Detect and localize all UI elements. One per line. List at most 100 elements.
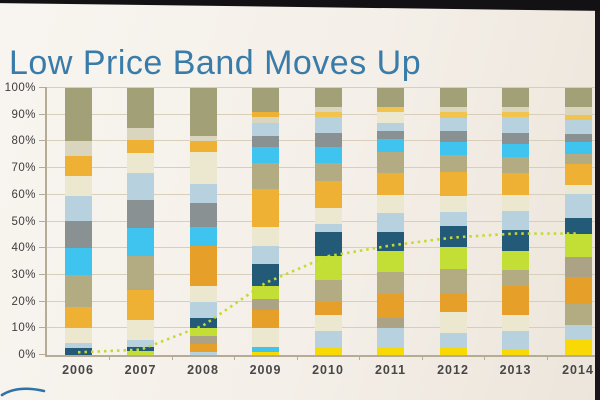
- bar-segment-yellowband: [564, 114, 592, 121]
- x-axis-tick: [296, 356, 298, 360]
- bar-segment-orange: [252, 309, 279, 329]
- bar-segment-graytan: [377, 317, 404, 329]
- bar-segment-paleblue: [564, 120, 592, 134]
- bar-segment-khaki: [127, 128, 154, 141]
- bar-segment-navy: [127, 347, 154, 351]
- y-axis-tick: [39, 167, 47, 169]
- bar-segment-gray: [564, 133, 592, 142]
- bar-segment-cream: [314, 314, 342, 331]
- y-axis-label: 30%: [11, 268, 36, 281]
- bar-segment-cyan: [252, 146, 279, 163]
- bar-segment-yellow: [439, 346, 467, 355]
- y-axis-tick: [39, 220, 47, 222]
- bar-segment-cyan: [189, 226, 217, 246]
- bar-segment-graytan: [252, 298, 279, 310]
- bar-segment-khaki: [252, 117, 279, 123]
- bar-segment-gold: [377, 173, 404, 195]
- logo-arc-icon: [0, 387, 46, 397]
- bar-segment-paleblue: [439, 212, 467, 226]
- y-axis-label: 70%: [11, 162, 36, 175]
- x-axis-tick: [109, 356, 111, 360]
- bar-segment-paleblue: [252, 245, 279, 265]
- bar-segment-cyan: [564, 141, 592, 154]
- bar-segment-paleblue: [127, 173, 154, 201]
- bar-segment-navy: [189, 317, 217, 329]
- gridline: [47, 87, 597, 88]
- bar-2011: [377, 87, 404, 355]
- x-axis-label-2011: 2011: [374, 363, 407, 377]
- bar-segment-gray: [314, 133, 342, 147]
- bar-segment-orange: [439, 292, 467, 312]
- bar-segment-cream: [564, 184, 592, 194]
- bar-segment-yellowband: [377, 106, 404, 113]
- screen-bezel-top: [0, 0, 600, 11]
- bar-segment-paleblue: [439, 117, 467, 132]
- bar-segment-cream: [377, 194, 404, 214]
- bar-segment-tan: [127, 256, 154, 290]
- bar-segment-cyan: [502, 144, 529, 158]
- bar-segment-orange: [377, 293, 404, 318]
- y-axis-label: 100%: [4, 82, 36, 94]
- y-axis-label: 50%: [11, 215, 36, 228]
- bar-segment-yellowband: [314, 112, 342, 118]
- bar-2009: [252, 88, 279, 355]
- bar-segment-gray: [252, 136, 279, 147]
- bar-segment-paleblue: [564, 325, 592, 341]
- x-axis-label-2010: 2010: [312, 363, 344, 377]
- bar-segment-cyan: [314, 146, 342, 163]
- bar-segment-cream: [64, 176, 92, 197]
- bar-segment-cyan: [127, 228, 154, 257]
- stacked-bar-chart: 0% 10% 20% 30% 40% 50% 60% 70% 80% 90% 100% 2006 200…: [5, 82, 597, 377]
- bar-segment-yellow: [252, 352, 279, 355]
- bar-segment-paleblue: [439, 333, 467, 347]
- y-axis-label: 20%: [11, 295, 36, 308]
- bar-segment-graytan: [564, 257, 592, 278]
- bar-segment-cream: [189, 285, 217, 302]
- bar-segment-paleblue: [127, 340, 154, 347]
- bar-segment-paleblue: [502, 117, 529, 134]
- bar-segment-gold: [64, 306, 92, 329]
- bar-segment-tan: [314, 280, 342, 302]
- bar-segment-chartreuse: [439, 247, 467, 269]
- bar-segment-navy: [377, 232, 404, 251]
- bar-segment-gold: [64, 156, 92, 177]
- bar-segment-gold: [564, 164, 592, 185]
- bar-segment-yellow: [314, 346, 342, 355]
- x-axis-tick: [421, 356, 423, 360]
- x-axis-label-2009: 2009: [249, 363, 282, 377]
- y-axis-tick: [39, 140, 47, 142]
- bar-segment-navy: [252, 264, 279, 286]
- y-axis-label: 0%: [18, 349, 36, 361]
- bar-segment-khaki: [439, 106, 467, 113]
- bar-segment-yellowband: [502, 112, 529, 118]
- bar-segment-tan: [252, 162, 279, 190]
- bar-segment-khaki: [502, 106, 529, 113]
- bar-segment-olive: [502, 88, 529, 107]
- bar-segment-paleblue: [377, 122, 404, 131]
- bar-segment-khaki: [564, 106, 592, 115]
- bar-segment-gold: [252, 189, 279, 227]
- bar-segment-chartreuse: [127, 351, 154, 355]
- bar-segment-chartreuse: [189, 328, 217, 337]
- bar-segment-cyan: [252, 346, 279, 353]
- x-axis-label-2008: 2008: [187, 363, 219, 377]
- x-axis-label-2014: 2014: [562, 363, 594, 377]
- bar-segment-chartreuse: [502, 250, 529, 270]
- bar-segment-tan: [64, 274, 92, 307]
- bar-segment-yellow: [377, 346, 404, 355]
- bar-segment-tan: [502, 157, 529, 174]
- x-axis-tick: [484, 356, 486, 360]
- bar-segment-olive: [252, 88, 279, 113]
- bar-2013: [502, 88, 529, 355]
- y-axis-tick: [39, 113, 47, 115]
- x-axis-label-2012: 2012: [437, 363, 469, 377]
- bar-segment-tan: [502, 269, 529, 286]
- bar-segment-cyan: [64, 248, 92, 275]
- bar-segment-olive: [377, 87, 404, 107]
- x-axis-tick: [171, 356, 173, 360]
- x-axis-label-2006: 2006: [62, 363, 94, 377]
- y-axis-label: 80%: [11, 135, 36, 148]
- y-axis-label: 40%: [11, 242, 36, 255]
- y-axis-tick: [39, 327, 47, 329]
- bar-segment-olive: [439, 88, 467, 107]
